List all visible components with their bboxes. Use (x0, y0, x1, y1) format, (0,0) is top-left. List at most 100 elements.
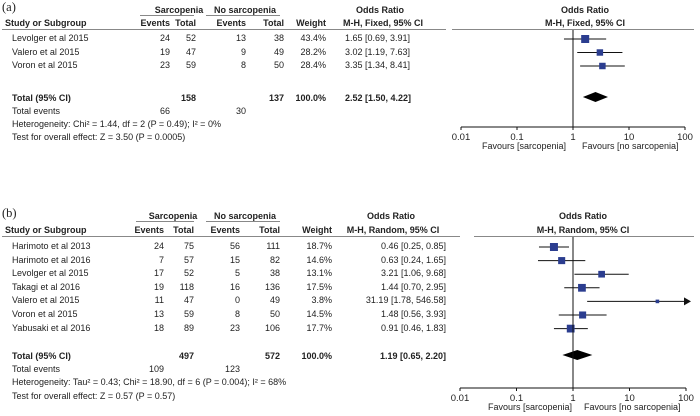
overall-effect-b: Test for overall effect: Z = 0.57 (P = 0… (12, 391, 176, 401)
ci-cell: 1.48 [0.56, 3.93] (380, 309, 446, 319)
ci-cell: 1.44 [0.70, 2.95] (380, 281, 446, 292)
header-rule-plot-a (452, 29, 694, 30)
events1-cell: 24 (153, 241, 164, 251)
total1-cell: 47 (183, 295, 194, 306)
total-total2-b: 572 (264, 351, 280, 361)
events2-cell: 9 (240, 46, 246, 57)
total2-cell: 82 (269, 254, 280, 265)
x-tick-label: 10 (624, 132, 635, 143)
study-name: Levolger et al 2015 (12, 33, 89, 43)
col-total1-a: Total (175, 18, 196, 28)
ci-cell: 3.35 [1.34, 8.41] (345, 60, 411, 70)
col-events1-a: Events (140, 18, 170, 28)
total-total2-a: 137 (268, 93, 284, 103)
col-study-b: Study or Subgroup (5, 225, 87, 235)
effect-marker (581, 35, 590, 43)
ci-cell: 0.63 [0.24, 1.65] (380, 254, 446, 265)
group2-header-b: No sarcopenia (213, 211, 277, 221)
col-weight-a: Weight (296, 18, 326, 28)
events1-cell: 17 (153, 268, 164, 279)
favours-right-a: Favours [no sarcopenia] (582, 141, 679, 151)
weight-cell: 18.7% (306, 241, 332, 251)
x-tick-label: 0.1 (510, 393, 523, 404)
total2-cell: 50 (269, 309, 280, 319)
effect-marker (599, 62, 606, 70)
pooled-diamond (582, 92, 609, 102)
total1-cell: 89 (183, 322, 194, 333)
col-events1-b: Events (134, 225, 164, 235)
group1-header-a: Sarcopenia (154, 5, 204, 15)
effect-marker (598, 270, 605, 278)
effect-marker (558, 257, 566, 265)
total2-cell: 38 (269, 268, 280, 279)
total-events2-b: 123 (224, 364, 240, 374)
total-ci-a: 2.52 [1.50, 4.22] (345, 93, 412, 103)
events2-cell: 8 (240, 60, 246, 70)
weight-cell: 17.7% (306, 322, 332, 333)
x-tick-label: 0.01 (451, 393, 470, 404)
col-events2-a: Events (216, 18, 246, 28)
weight-cell: 13.1% (306, 268, 332, 279)
total1-cell: 118 (179, 281, 194, 292)
group1-underline-b (136, 221, 194, 222)
events2-cell: 0 (234, 295, 240, 306)
col-study-a: Study or Subgroup (5, 18, 87, 28)
study-name: Voron et al 2015 (12, 309, 78, 319)
weight-cell: 17.5% (306, 281, 332, 292)
col-weight-b: Weight (302, 225, 332, 235)
events2-cell: 56 (229, 241, 240, 251)
events1-cell: 19 (159, 46, 170, 57)
group2-underline-a (206, 15, 280, 16)
study-name: Valero et al 2015 (12, 46, 80, 57)
effect-marker (566, 324, 575, 333)
ci-cell: 31.19 [1.78, 546.58] (365, 295, 446, 306)
events1-cell: 13 (153, 309, 164, 319)
effect-marker (549, 243, 558, 251)
study-name: Levolger et al 2015 (12, 268, 89, 279)
panel-label-a: (a) (2, 0, 16, 14)
x-tick-label: 0.01 (452, 132, 471, 143)
total-events-label-b: Total events (12, 364, 61, 374)
total-ci-b: 1.19 [0.65, 2.20] (379, 351, 446, 361)
effect-marker (578, 283, 586, 292)
header-rule-a (2, 29, 446, 30)
x-tick-label: 1 (570, 132, 575, 143)
or-title-b: Odds Ratio (366, 211, 415, 221)
favours-left-a: Favours [sarcopenia] (482, 141, 567, 151)
total-events1-a: 66 (159, 106, 170, 116)
effect-marker (596, 49, 604, 56)
group2-header-a: No sarcopenia (213, 5, 277, 15)
header-rule-plot-b (474, 236, 694, 237)
study-name: Valero et al 2015 (12, 295, 80, 306)
study-name: Yabusaki et al 2016 (12, 322, 91, 333)
col-total2-b: Total (259, 225, 280, 235)
or-plot-title-a: Odds Ratio (560, 5, 609, 15)
total2-cell: 50 (273, 60, 284, 70)
total2-cell: 136 (264, 281, 280, 292)
or-plot-title-b: Odds Ratio (558, 211, 607, 221)
group1-header-b: Sarcopenia (148, 211, 198, 221)
effect-marker (579, 311, 587, 319)
ci-cell: 3.02 [1.19, 7.63] (345, 46, 411, 57)
panel-label-b: (b) (2, 206, 17, 220)
favours-left-b: Favours [sarcopenia] (488, 402, 573, 412)
x-tick-label: 100 (677, 132, 693, 143)
ci-arrow (684, 297, 691, 306)
total1-cell: 57 (183, 254, 194, 265)
group1-underline-a (140, 15, 194, 16)
x-tick-label: 0.1 (510, 132, 523, 143)
total1-cell: 52 (185, 33, 196, 43)
overall-effect-a: Test for overall effect: Z = 3.50 (P = 0… (12, 132, 186, 142)
total1-cell: 75 (183, 241, 194, 251)
col-plot-method-a: M-H, Fixed, 95% CI (544, 18, 625, 28)
total-events2-a: 30 (235, 106, 246, 116)
group2-underline-b (206, 221, 280, 222)
total2-cell: 106 (264, 322, 280, 333)
ci-cell: 0.91 [0.46, 1.83] (380, 322, 446, 333)
study-name: Takagi et al 2016 (12, 281, 81, 292)
favours-right-b: Favours [no sarcopenia] (584, 402, 681, 412)
total-events1-b: 109 (148, 364, 164, 374)
x-tick-label: 100 (678, 393, 694, 404)
weight-cell: 43.4% (300, 33, 326, 43)
